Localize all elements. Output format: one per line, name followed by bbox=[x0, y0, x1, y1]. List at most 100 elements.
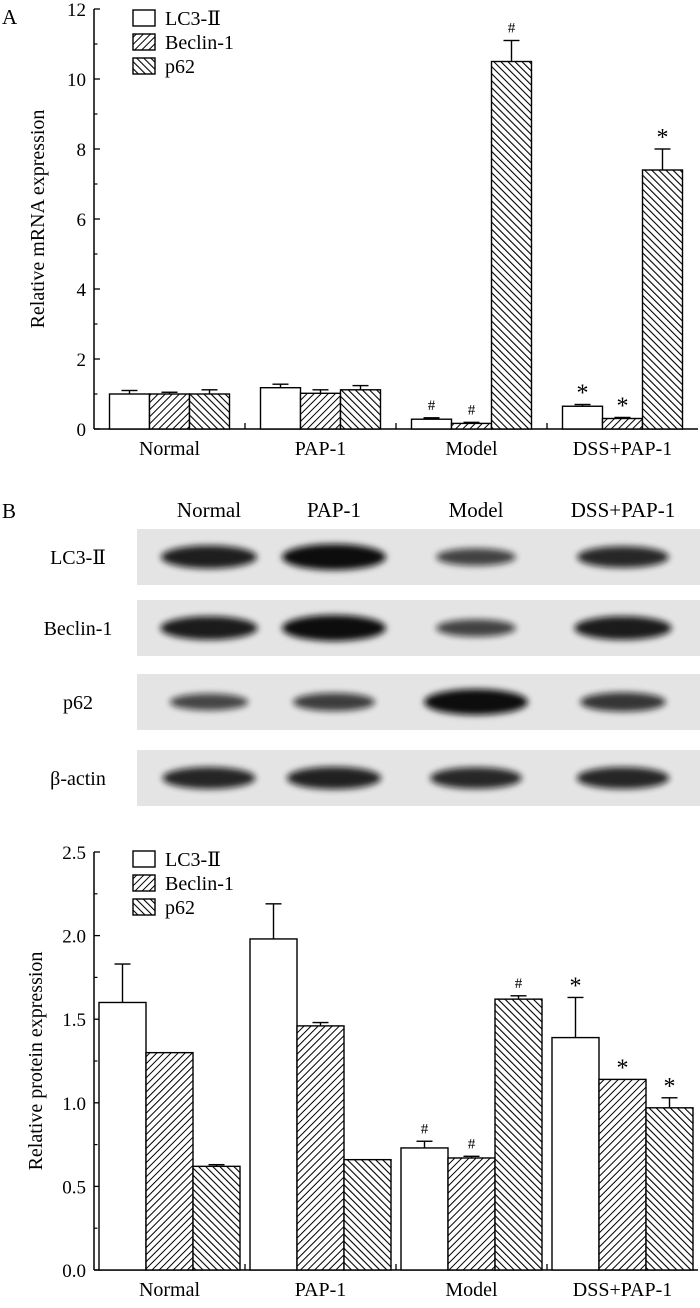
blot-band bbox=[160, 616, 258, 640]
panel-b-label: B bbox=[2, 499, 16, 523]
mrna-bar-chart: 0 2 4 6 8 10 12 Relative mRNA expression Normal P… bbox=[27, 0, 698, 460]
bar bbox=[108, 393, 151, 430]
y-tick-label: 0.5 bbox=[62, 1177, 86, 1198]
blot-band bbox=[162, 767, 256, 789]
legend-label: p62 bbox=[165, 897, 195, 919]
blot-band bbox=[580, 692, 666, 712]
blot-band bbox=[430, 767, 522, 789]
legend-label: Beclin-1 bbox=[165, 873, 234, 895]
blot-band bbox=[282, 615, 386, 641]
blot-lane-label: Model bbox=[449, 498, 504, 522]
bar bbox=[145, 1051, 194, 1271]
legend-swatch bbox=[132, 57, 156, 75]
panel-a-label: A bbox=[2, 5, 18, 29]
blot-band bbox=[424, 689, 528, 715]
significance-mark: * bbox=[617, 393, 629, 419]
y-tick-label: 2.5 bbox=[62, 843, 86, 864]
blot-band bbox=[282, 544, 386, 570]
y-tick-label: 8 bbox=[77, 140, 87, 161]
significance-mark: # bbox=[508, 21, 516, 37]
bar bbox=[188, 393, 231, 430]
legend-swatch bbox=[132, 33, 156, 51]
bar bbox=[299, 392, 342, 430]
x-tick-label: Model bbox=[445, 438, 498, 460]
blot-band bbox=[436, 619, 516, 637]
y-tick-label: 4 bbox=[77, 280, 87, 301]
x-tick-label: Normal bbox=[139, 438, 201, 460]
bar bbox=[192, 1165, 241, 1271]
bar bbox=[598, 1078, 647, 1271]
blot-band bbox=[576, 767, 670, 789]
bar bbox=[249, 938, 298, 1271]
y-tick-label: 1.0 bbox=[62, 1094, 86, 1115]
x-tick-label: PAP-1 bbox=[295, 438, 347, 460]
y-axis-label: Relative protein expression bbox=[25, 952, 47, 1171]
x-tick-label: DSS+PAP-1 bbox=[573, 1279, 672, 1301]
x-tick-label: Normal bbox=[139, 1279, 201, 1301]
blot-band bbox=[436, 548, 516, 566]
blot-band bbox=[160, 545, 258, 569]
significance-mark: * bbox=[664, 1074, 676, 1100]
bar bbox=[148, 393, 191, 430]
bar bbox=[400, 1147, 449, 1271]
significance-mark: # bbox=[468, 402, 476, 418]
significance-mark: # bbox=[428, 398, 436, 414]
bar bbox=[490, 60, 533, 430]
significance-mark: * bbox=[577, 381, 589, 407]
bar bbox=[645, 1107, 694, 1271]
blot-row-label: β-actin bbox=[50, 768, 106, 790]
legend-label: p62 bbox=[165, 56, 195, 78]
blot-row-label: Beclin-1 bbox=[44, 618, 113, 640]
y-tick-label: 0.0 bbox=[62, 1261, 86, 1282]
bar bbox=[450, 422, 493, 430]
significance-mark: # bbox=[468, 1136, 476, 1152]
y-tick-label: 0 bbox=[77, 420, 87, 441]
y-tick-label: 2 bbox=[77, 350, 87, 371]
blot-band bbox=[574, 616, 672, 640]
blot-row-label: LC3-Ⅱ bbox=[50, 547, 106, 569]
y-axis-label: Relative mRNA expression bbox=[27, 110, 49, 329]
legend-swatch bbox=[132, 874, 156, 892]
bar bbox=[551, 1036, 600, 1271]
blot-band bbox=[286, 766, 382, 790]
bar bbox=[410, 418, 453, 430]
significance-mark: * bbox=[617, 1055, 629, 1081]
legend-swatch bbox=[132, 850, 156, 868]
bar bbox=[296, 1025, 345, 1271]
blot-row-label: p62 bbox=[63, 692, 93, 714]
bar bbox=[343, 1158, 392, 1271]
western-blot-panel: Normal PAP-1 Model DSS+PAP-1 LC3-Ⅱ Beclin-1 p6… bbox=[44, 498, 700, 806]
bar bbox=[494, 998, 543, 1271]
y-tick-label: 2.0 bbox=[62, 927, 86, 948]
bar bbox=[98, 1001, 147, 1271]
legend-label: Beclin-1 bbox=[165, 32, 234, 54]
bar bbox=[339, 389, 382, 430]
bar bbox=[259, 387, 302, 430]
x-tick-label: PAP-1 bbox=[295, 1279, 347, 1301]
blot-band bbox=[169, 693, 249, 711]
blot-lane-label: Normal bbox=[177, 498, 241, 522]
legend-label: LC3-Ⅱ bbox=[165, 849, 221, 871]
bar bbox=[447, 1157, 496, 1271]
legend-swatch bbox=[132, 9, 156, 27]
bar bbox=[641, 169, 684, 430]
y-tick-label: 1.5 bbox=[62, 1010, 86, 1031]
significance-mark: * bbox=[657, 125, 669, 151]
significance-mark: # bbox=[421, 1121, 429, 1137]
blot-lane-label: PAP-1 bbox=[307, 498, 361, 522]
significance-mark: # bbox=[515, 976, 523, 992]
bar bbox=[601, 417, 644, 430]
y-tick-label: 10 bbox=[67, 70, 86, 91]
y-tick-label: 12 bbox=[67, 0, 86, 21]
x-tick-label: Model bbox=[445, 1279, 498, 1301]
blot-band bbox=[293, 693, 375, 711]
protein-bar-chart: 0.0 0.5 1.0 1.5 2.0 2.5 Relative protein expre… bbox=[25, 843, 698, 1301]
bar bbox=[561, 405, 604, 430]
x-tick-label: DSS+PAP-1 bbox=[573, 438, 672, 460]
blot-lane-label: DSS+PAP-1 bbox=[571, 498, 675, 522]
y-tick-label: 6 bbox=[77, 210, 87, 231]
blot-band bbox=[577, 546, 669, 568]
legend-label: LC3-Ⅱ bbox=[165, 8, 221, 30]
significance-mark: * bbox=[570, 973, 582, 999]
